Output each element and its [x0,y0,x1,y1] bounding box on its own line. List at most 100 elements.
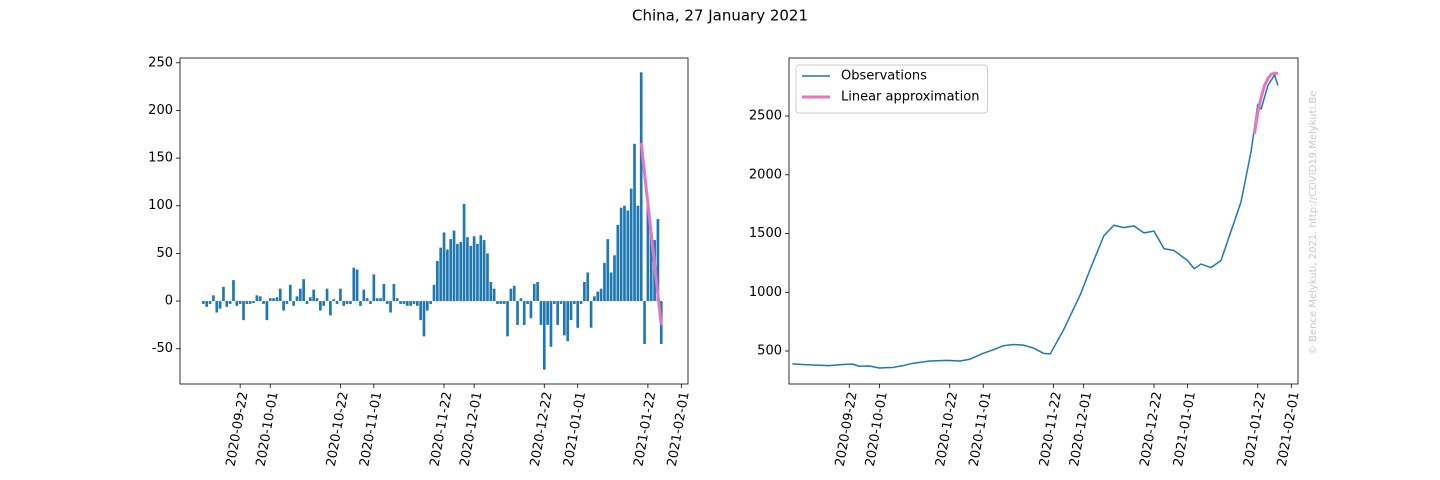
bar [309,297,312,302]
bar [569,301,573,321]
bar [452,230,456,302]
y-tick-label: 250 [148,55,173,70]
bar [349,301,352,304]
bar [382,283,386,302]
bar [532,283,536,302]
bar [252,301,255,303]
bar [593,296,596,302]
bar [599,288,603,302]
bar [546,301,549,325]
y-tick-label: 2000 [749,167,782,182]
bar [275,297,279,302]
bar [639,72,643,302]
bar [419,301,422,321]
bar [288,284,292,302]
bar [476,243,479,302]
bar [205,301,209,307]
bar [539,301,543,325]
bar [482,240,486,302]
bar [215,301,219,313]
bar [466,237,469,302]
bar [646,205,650,302]
figure-title: China, 27 January 2021 [632,7,808,25]
bar [613,255,616,302]
bar [559,301,563,304]
plot-area [202,72,663,370]
bar [456,243,459,302]
y-tick-label: 500 [757,343,782,358]
y-tick-label: 100 [148,198,173,213]
axes-frame [179,57,689,385]
y-tick-label: 1500 [749,226,782,241]
bar [446,249,449,302]
bar [245,301,249,304]
bar [626,210,630,302]
bar [516,301,519,325]
bar [218,301,222,309]
bar [643,301,646,344]
bar [395,298,399,302]
bar [305,301,309,304]
bar [278,288,282,302]
bar [238,301,242,304]
bar [606,239,610,302]
bar [583,282,586,302]
bar [242,301,245,321]
bar [439,247,443,302]
bar [272,298,275,302]
bar [339,288,342,302]
bar [502,301,506,304]
y-tick-label: 2500 [749,109,782,124]
bar [619,207,623,302]
bar [636,205,640,302]
bar [268,298,272,302]
bar [329,301,332,316]
bar [212,295,215,302]
bar [232,280,235,302]
bar [372,274,376,302]
bar [579,301,583,304]
bar [295,296,299,302]
bar [405,301,409,306]
legend: Observations Linear approximation [795,64,988,114]
bar [616,224,620,302]
bar [312,289,316,302]
bar [365,298,369,302]
bar [399,301,402,304]
bar [355,269,359,302]
plot-area [792,71,1279,369]
bar [265,301,269,321]
bar [292,301,295,306]
bar [302,279,305,302]
bar [509,288,513,302]
legend-label: Linear approximation [841,90,979,105]
bar [512,285,516,302]
bar [649,232,653,302]
y-tick-label: -50 [152,341,173,356]
bar [222,286,225,302]
bar [603,262,606,302]
bar [402,301,406,304]
bar [422,301,426,337]
bar [552,301,556,304]
bar [529,301,533,319]
bar [332,299,336,302]
bar [352,267,356,302]
bar [586,272,590,302]
bar [322,301,326,306]
bar [282,301,285,311]
bar [526,301,529,304]
bar [459,241,463,302]
bar [489,282,493,302]
bar [432,284,436,302]
bar [298,288,302,302]
bar [342,301,346,306]
bar [589,301,593,328]
bar [415,301,419,306]
bar [656,219,660,302]
bar [255,295,259,302]
bar [412,301,416,304]
bar [462,203,466,302]
